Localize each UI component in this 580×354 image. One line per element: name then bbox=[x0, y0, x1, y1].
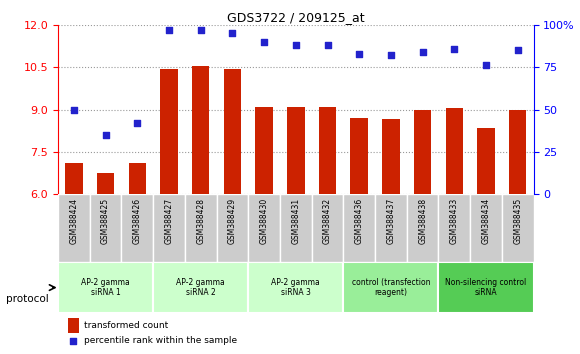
Bar bbox=[185, 194, 216, 262]
Bar bbox=[438, 194, 470, 262]
Point bbox=[513, 47, 523, 53]
Text: GSM388437: GSM388437 bbox=[386, 198, 396, 244]
Text: GSM388434: GSM388434 bbox=[481, 198, 491, 244]
Point bbox=[69, 107, 78, 112]
Bar bbox=[470, 194, 502, 262]
Bar bbox=[382, 119, 400, 354]
Point bbox=[228, 30, 237, 36]
Bar bbox=[153, 194, 185, 262]
Point bbox=[323, 42, 332, 48]
Text: GSM388425: GSM388425 bbox=[101, 198, 110, 244]
Bar bbox=[311, 194, 343, 262]
Bar bbox=[407, 194, 438, 262]
Point bbox=[133, 120, 142, 126]
Bar bbox=[97, 173, 114, 354]
Bar bbox=[375, 194, 407, 262]
Point bbox=[164, 27, 173, 33]
Point bbox=[68, 338, 78, 344]
Text: transformed count: transformed count bbox=[84, 321, 168, 330]
Bar bbox=[153, 262, 248, 313]
Bar bbox=[502, 194, 534, 262]
Text: percentile rank within the sample: percentile rank within the sample bbox=[84, 336, 237, 345]
Bar bbox=[438, 262, 534, 313]
Bar bbox=[343, 262, 438, 313]
Point bbox=[354, 51, 364, 56]
Text: AP-2 gamma
siRNA 2: AP-2 gamma siRNA 2 bbox=[176, 278, 225, 297]
Bar bbox=[248, 262, 343, 313]
Bar bbox=[129, 163, 146, 354]
Point bbox=[101, 132, 110, 138]
Bar bbox=[445, 108, 463, 354]
Bar bbox=[90, 194, 121, 262]
Text: GSM388436: GSM388436 bbox=[355, 198, 364, 244]
Bar bbox=[248, 194, 280, 262]
Bar bbox=[287, 107, 305, 354]
Point bbox=[196, 27, 205, 33]
Bar bbox=[58, 262, 153, 313]
Point bbox=[291, 42, 300, 48]
Bar bbox=[280, 194, 311, 262]
Point bbox=[259, 39, 269, 45]
Bar bbox=[67, 318, 79, 333]
Bar bbox=[58, 194, 90, 262]
Text: GSM388428: GSM388428 bbox=[196, 198, 205, 244]
Text: GSM388426: GSM388426 bbox=[133, 198, 142, 244]
Text: AP-2 gamma
siRNA 1: AP-2 gamma siRNA 1 bbox=[81, 278, 130, 297]
Text: protocol: protocol bbox=[6, 294, 49, 304]
Bar bbox=[224, 69, 241, 354]
Text: Non-silencing control
siRNA: Non-silencing control siRNA bbox=[445, 278, 527, 297]
Text: GSM388432: GSM388432 bbox=[323, 198, 332, 244]
Bar bbox=[319, 107, 336, 354]
Text: GSM388424: GSM388424 bbox=[70, 198, 78, 244]
Bar bbox=[160, 69, 177, 354]
Text: GSM388430: GSM388430 bbox=[260, 198, 269, 244]
Point bbox=[418, 49, 427, 55]
Title: GDS3722 / 209125_at: GDS3722 / 209125_at bbox=[227, 11, 365, 24]
Bar bbox=[216, 194, 248, 262]
Text: GSM388438: GSM388438 bbox=[418, 198, 427, 244]
Bar bbox=[477, 128, 495, 354]
Bar bbox=[65, 163, 82, 354]
Point bbox=[386, 52, 396, 58]
Bar bbox=[121, 194, 153, 262]
Bar bbox=[343, 194, 375, 262]
Text: AP-2 gamma
siRNA 3: AP-2 gamma siRNA 3 bbox=[271, 278, 320, 297]
Bar bbox=[509, 109, 527, 354]
Point bbox=[450, 46, 459, 51]
Text: GSM388433: GSM388433 bbox=[450, 198, 459, 244]
Point bbox=[481, 63, 491, 68]
Bar bbox=[350, 118, 368, 354]
Text: GSM388427: GSM388427 bbox=[165, 198, 173, 244]
Text: GSM388429: GSM388429 bbox=[228, 198, 237, 244]
Text: GSM388435: GSM388435 bbox=[513, 198, 522, 244]
Bar bbox=[414, 109, 432, 354]
Bar bbox=[192, 66, 209, 354]
Bar bbox=[255, 107, 273, 354]
Text: GSM388431: GSM388431 bbox=[291, 198, 300, 244]
Text: control (transfection
reagent): control (transfection reagent) bbox=[351, 278, 430, 297]
